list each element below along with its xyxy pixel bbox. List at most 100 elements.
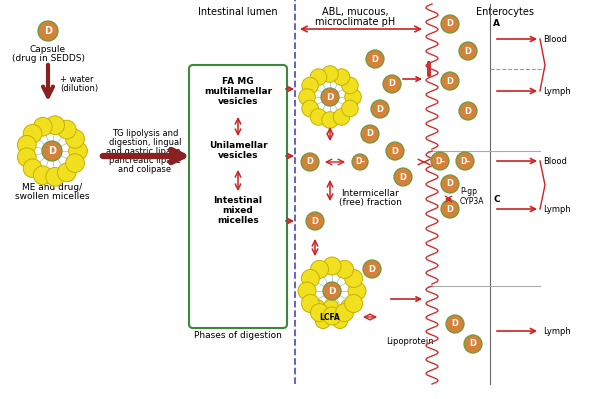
Text: D: D	[371, 55, 379, 63]
Text: Lipoprotein: Lipoprotein	[386, 337, 434, 346]
Text: D: D	[328, 286, 336, 296]
Text: D: D	[464, 47, 472, 55]
Text: LCFA: LCFA	[320, 312, 340, 322]
Circle shape	[310, 109, 327, 125]
Circle shape	[341, 300, 355, 314]
Text: D: D	[452, 320, 458, 328]
Text: D: D	[400, 172, 407, 182]
Text: and gastric lipase,: and gastric lipase,	[106, 147, 184, 156]
Circle shape	[322, 66, 338, 82]
Text: Unilamellar: Unilamellar	[209, 141, 268, 150]
Text: Intestinal lumen: Intestinal lumen	[198, 7, 278, 17]
Circle shape	[306, 212, 324, 230]
Text: digestion, lingual: digestion, lingual	[109, 138, 181, 147]
Text: D: D	[446, 20, 454, 28]
Text: CYP3A: CYP3A	[460, 196, 485, 205]
Text: and colipase: and colipase	[118, 165, 172, 174]
Circle shape	[42, 141, 62, 161]
Circle shape	[441, 175, 459, 193]
Circle shape	[323, 307, 341, 325]
Circle shape	[17, 148, 36, 166]
Text: FA MG: FA MG	[222, 77, 254, 86]
Circle shape	[34, 166, 52, 185]
Circle shape	[311, 261, 329, 279]
Circle shape	[298, 282, 316, 300]
Text: D–: D–	[435, 156, 445, 166]
Text: D: D	[389, 79, 395, 89]
Text: D: D	[326, 93, 334, 101]
Text: Blood: Blood	[543, 156, 567, 166]
Text: (drug in SEDDS): (drug in SEDDS)	[11, 54, 85, 63]
Text: microclimate pH: microclimate pH	[315, 17, 395, 27]
Circle shape	[335, 261, 353, 279]
Circle shape	[348, 282, 366, 300]
Circle shape	[344, 294, 362, 312]
Circle shape	[301, 269, 319, 288]
Circle shape	[344, 269, 362, 288]
Circle shape	[34, 117, 52, 136]
Circle shape	[332, 314, 347, 328]
Text: + water: + water	[60, 75, 94, 83]
Circle shape	[323, 300, 338, 314]
Text: Phases of digestion: Phases of digestion	[194, 331, 282, 340]
Circle shape	[441, 15, 459, 33]
Text: D: D	[446, 180, 454, 188]
Circle shape	[299, 89, 315, 105]
Circle shape	[301, 294, 319, 312]
Circle shape	[333, 69, 350, 85]
Text: Capsule: Capsule	[30, 45, 66, 54]
Circle shape	[456, 152, 474, 170]
Text: ME and drug/: ME and drug/	[22, 183, 82, 192]
Text: A: A	[493, 20, 500, 28]
Text: D–: D–	[355, 158, 365, 166]
Circle shape	[464, 335, 482, 353]
Circle shape	[321, 88, 339, 106]
Text: C: C	[493, 194, 500, 203]
Circle shape	[363, 260, 381, 278]
Text: D–: D–	[460, 156, 470, 166]
Text: D: D	[392, 146, 398, 156]
Circle shape	[68, 142, 88, 160]
Circle shape	[17, 135, 36, 154]
Circle shape	[352, 154, 368, 170]
Circle shape	[65, 130, 85, 148]
Circle shape	[371, 100, 389, 118]
Circle shape	[58, 163, 76, 182]
Circle shape	[58, 120, 76, 139]
Circle shape	[361, 125, 379, 143]
Circle shape	[366, 50, 384, 68]
Text: Intestinal: Intestinal	[214, 196, 263, 205]
Text: (free) fraction: (free) fraction	[338, 198, 401, 207]
Text: D: D	[311, 217, 319, 225]
Text: multilamellar: multilamellar	[204, 87, 272, 96]
Circle shape	[441, 200, 459, 218]
Circle shape	[345, 89, 361, 105]
Circle shape	[383, 75, 401, 93]
Circle shape	[302, 100, 319, 117]
Circle shape	[459, 42, 477, 60]
Circle shape	[46, 116, 64, 134]
Text: micelles: micelles	[217, 216, 259, 225]
Text: D: D	[48, 146, 56, 156]
Text: Blood: Blood	[543, 34, 567, 43]
FancyBboxPatch shape	[189, 65, 287, 328]
Circle shape	[65, 154, 85, 172]
Circle shape	[341, 100, 358, 117]
Text: D: D	[377, 105, 383, 113]
Text: (dilution): (dilution)	[60, 83, 98, 93]
Circle shape	[302, 77, 319, 94]
Text: Lymph: Lymph	[543, 326, 571, 336]
Text: Lymph: Lymph	[543, 87, 571, 95]
Text: vesicles: vesicles	[218, 151, 258, 160]
Circle shape	[335, 304, 353, 322]
Circle shape	[333, 109, 350, 125]
Circle shape	[46, 168, 64, 186]
Text: Lymph: Lymph	[543, 205, 571, 213]
Circle shape	[323, 282, 341, 300]
Text: swollen micelles: swollen micelles	[15, 192, 89, 201]
Circle shape	[23, 159, 42, 178]
Text: D: D	[367, 130, 373, 138]
Circle shape	[386, 142, 404, 160]
Text: D: D	[44, 26, 52, 36]
Text: Intermicellar: Intermicellar	[341, 189, 399, 198]
